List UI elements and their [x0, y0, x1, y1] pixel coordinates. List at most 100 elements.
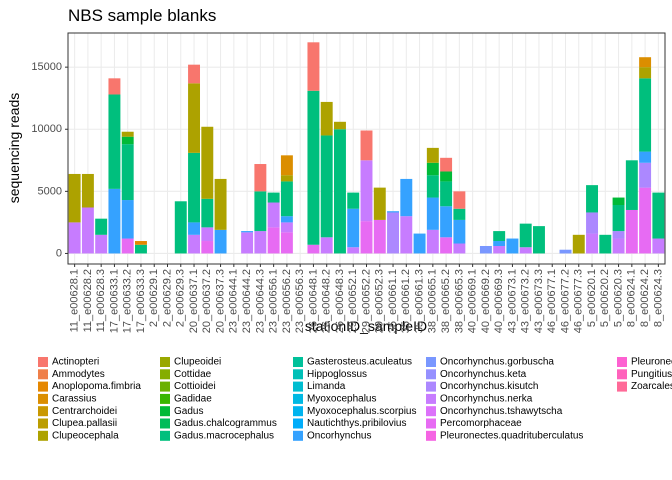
legend-label: Clupeoidei [174, 357, 221, 368]
legend-label: Gadus.macrocephalus [174, 430, 274, 441]
bar-segment [586, 212, 599, 234]
x-tick-label: 8_e00624.3 [652, 269, 664, 327]
x-axis-title: stationID_sampleID [305, 318, 427, 334]
legend-label: Gasterosteus.aculeatus [307, 357, 412, 368]
x-tick-label: 23_e00644.2 [241, 269, 253, 333]
x-tick-label: 23_e00644.3 [254, 269, 266, 333]
legend-label: Cottidae [174, 369, 212, 380]
legend-key [160, 381, 170, 392]
legend-key [293, 369, 303, 380]
x-tick-label: 46_e00677.2 [559, 269, 571, 333]
bar-segment [559, 249, 572, 254]
bar-segment [426, 197, 439, 230]
bar-segment [134, 241, 147, 245]
chart-title: NBS sample blanks [68, 6, 216, 25]
x-tick-label: 20_e00637.3 [214, 269, 226, 333]
legend-label: Pleuronectes.quadrituberculatus [440, 430, 583, 441]
bar-segment [347, 208, 360, 248]
legend-key [38, 369, 48, 380]
legend-key [293, 393, 303, 404]
bars [68, 42, 665, 254]
bar-segment [453, 219, 466, 244]
x-tick-label: 35_e00661.3 [413, 269, 425, 333]
bar-segment [493, 241, 506, 246]
legend-key [426, 430, 436, 441]
bar-segment [440, 237, 453, 254]
bar-segment [373, 219, 386, 254]
bar-segment [453, 191, 466, 209]
bar-segment [373, 187, 386, 220]
legend-label: Gadus [174, 406, 203, 417]
x-tick-label: 43_e00673.1 [506, 269, 518, 333]
bar-segment [440, 157, 453, 172]
bar-segment [108, 78, 121, 95]
bar-segment [81, 173, 94, 208]
legend-key [160, 369, 170, 380]
bar-segment [612, 205, 625, 232]
bar-segment [307, 90, 320, 245]
bar-segment [320, 135, 333, 238]
bar-segment [360, 160, 373, 222]
legend-label: Limanda [307, 381, 346, 392]
bar-segment [280, 175, 293, 182]
x-tick-label: 17_e00633.2 [122, 269, 134, 333]
x-tick-label: 5_e00620.1 [586, 269, 598, 327]
legend-label: Gadus.chalcogrammus [174, 418, 277, 429]
legend-key [160, 406, 170, 417]
legend-label: Hippoglossus [307, 369, 367, 380]
legend-key [38, 381, 48, 392]
legend-label: Zoarcales [631, 381, 672, 392]
bar-segment [280, 232, 293, 254]
bar-segment [387, 212, 400, 254]
bar-segment [188, 222, 201, 235]
x-tick-label: 2_e00629.3 [175, 269, 187, 327]
x-tick-label: 20_e00637.1 [188, 269, 200, 333]
legend-key [293, 418, 303, 429]
legend-label: Anoplopoma.fimbria [52, 381, 141, 392]
x-tick-label: 23_e00656.3 [294, 269, 306, 333]
legend-label: Carassius [52, 394, 96, 405]
legend-key [426, 357, 436, 367]
x-tick-label: 11_e00628.3 [95, 269, 107, 332]
legend-label: Oncorhynchus.kisutch [440, 381, 538, 392]
bar-segment [174, 201, 187, 254]
x-tick-label: 29_e00652.3 [374, 269, 386, 333]
bar-segment [639, 67, 652, 79]
legend-label: Clupea.pallasii [52, 418, 117, 429]
bar-segment [493, 231, 506, 242]
x-tick-label: 8_e00624.1 [626, 269, 638, 327]
legend-key [426, 393, 436, 404]
x-tick-label: 38_e00665.2 [440, 269, 452, 333]
bar-segment [426, 147, 439, 163]
x-tick-label: 35_e00661.1 [387, 269, 399, 333]
legend-key [617, 357, 627, 367]
bar-segment [612, 197, 625, 206]
bar-segment [625, 160, 638, 210]
legend-key [617, 369, 627, 380]
bar-segment [426, 162, 439, 176]
bar-segment [519, 247, 532, 254]
legend-label: Gadidae [174, 394, 212, 405]
legend-key [426, 369, 436, 380]
bar-segment [307, 244, 320, 254]
bar-segment [493, 245, 506, 254]
bar-segment [652, 238, 665, 254]
bar-segment [307, 42, 320, 91]
bar-segment [333, 121, 346, 130]
bar-segment [254, 164, 267, 192]
x-tick-label: 35_e00661.2 [400, 269, 412, 333]
x-tick-label: 26_e00648.1 [307, 269, 319, 333]
legend-key [160, 357, 170, 367]
bar-segment [201, 126, 214, 199]
bar-segment [95, 218, 108, 235]
legend-label: Clupeocephala [52, 430, 119, 441]
y-tick-label: 10000 [31, 123, 62, 135]
legend-key [617, 381, 627, 392]
legend-label: Ammodytes [52, 369, 105, 380]
x-tick-label: 17_e00633.3 [135, 269, 147, 333]
legend-label: Myoxocephalus [307, 394, 376, 405]
bar-segment [280, 181, 293, 217]
bar-segment [95, 234, 108, 254]
legend-label: Nautichthys.pribilovius [307, 418, 407, 429]
bar-segment [108, 94, 121, 189]
